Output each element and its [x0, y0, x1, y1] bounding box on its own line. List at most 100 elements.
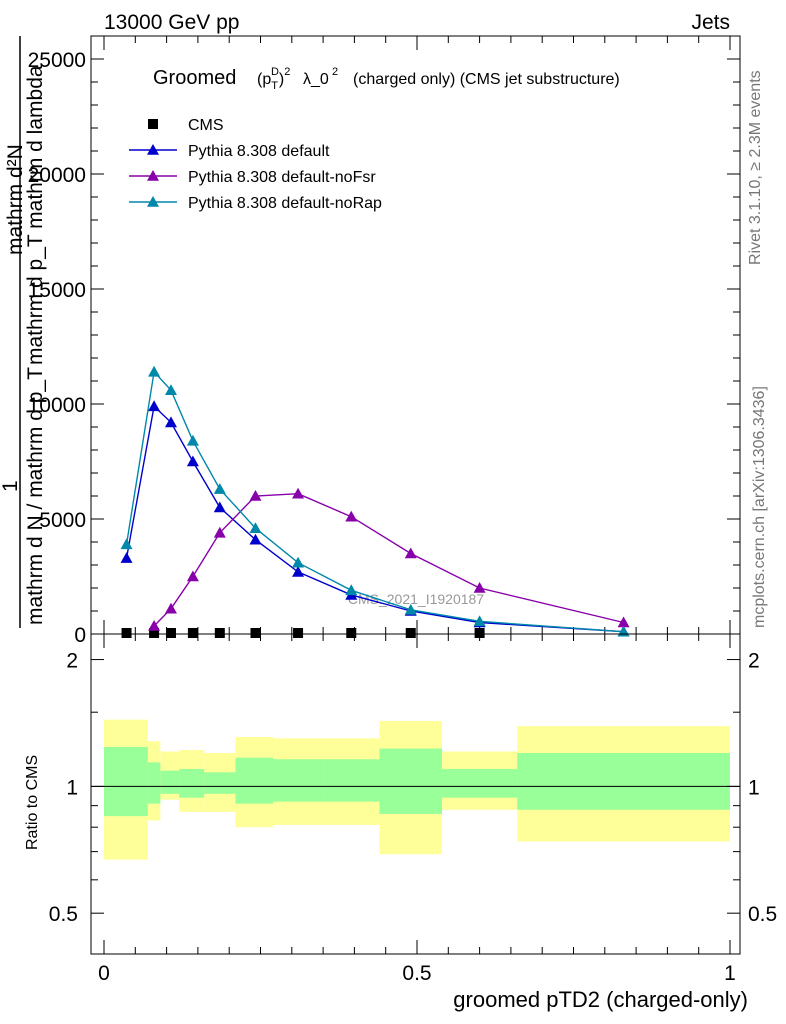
series-point — [617, 616, 630, 628]
data-point — [346, 628, 357, 638]
legend-label: Pythia 8.308 default-noRap — [188, 195, 382, 212]
ratio-band-inner-bin — [323, 759, 380, 802]
ratio-plot-frame — [90, 633, 741, 955]
series-layer — [120, 365, 630, 638]
ratio-band-inner-bin — [442, 768, 518, 798]
data-point — [121, 628, 132, 638]
ylabel-prefix-num: 1 — [0, 480, 22, 492]
data-point — [293, 628, 304, 638]
series-point — [473, 582, 486, 593]
series-point — [148, 619, 161, 631]
header-energy: 13000 GeV pp — [104, 11, 239, 34]
ratio-y-tick-label-right: 1 — [748, 776, 760, 799]
ratio-x-ticks: 0 0.5 1 — [98, 634, 736, 985]
ratio-y-tick-label-left: 0.5 — [49, 903, 78, 926]
top-y-axis-label: mathrm d N / mathrm d p_T 1 mathrm d²N m… — [0, 36, 47, 628]
y-tick-label: 15000 — [28, 279, 86, 302]
series-point — [164, 416, 177, 428]
ratio-band-inner-bin — [273, 759, 324, 802]
series-point — [120, 538, 133, 550]
series-point — [345, 510, 358, 522]
series-1 — [120, 400, 630, 637]
series-point — [249, 522, 262, 533]
series-point — [292, 556, 305, 568]
series-point — [164, 384, 177, 395]
ratio-band-inner-bin — [160, 770, 180, 794]
ratio-bands — [104, 719, 730, 860]
series-point — [292, 565, 305, 577]
series-point — [213, 526, 226, 538]
ratio-band-inner-bin — [235, 757, 274, 804]
ratio-y-tick-label-right: 0.5 — [748, 903, 777, 926]
series-point — [164, 602, 177, 614]
legend-marker — [148, 119, 158, 129]
legend-label: Pythia 8.308 default — [188, 143, 330, 160]
data-point — [187, 628, 198, 638]
main-y-ticks: 0 5000 10000 15000 20000 25000 — [28, 35, 740, 647]
title-lambda-exponent: 2 — [332, 66, 338, 78]
legend-marker — [147, 196, 159, 207]
x-tick-label: 0 — [98, 962, 110, 985]
data-point — [250, 628, 261, 638]
x-tick-label: 0.5 — [402, 962, 431, 985]
x-tick-label: 1 — [724, 962, 736, 985]
ratio-band-inner-bin — [517, 753, 730, 810]
legend-marker — [147, 170, 159, 181]
ratio-band-inner-bin — [204, 772, 236, 794]
ratio-y-ticks: 0.5 0.5 1 1 2 2 — [49, 650, 777, 927]
legend-item: Pythia 8.308 default-noRap — [129, 195, 382, 212]
series-point — [345, 584, 358, 596]
legend-label: CMS — [188, 117, 224, 134]
ratio-band-inner-bin — [379, 748, 443, 814]
data-point — [474, 628, 485, 638]
plot-title: Groomed (pTD)2 λ_0 2 (charged only) (CMS… — [153, 66, 620, 92]
series-point — [186, 434, 199, 446]
data-point — [165, 628, 176, 638]
series-point — [249, 490, 262, 501]
y-tick-label: 0 — [74, 624, 86, 647]
legend-label: Pythia 8.308 default-noFsr — [188, 169, 376, 186]
y-tick-label: 25000 — [28, 49, 86, 72]
legend-item: Pythia 8.308 default-noFsr — [129, 169, 376, 186]
ylabel-denominator: mathrm d p_T mathrm d lambda — [24, 65, 47, 365]
series-point — [404, 603, 417, 615]
legend-item: Pythia 8.308 default — [129, 143, 330, 160]
series-point — [404, 547, 417, 559]
mcplots-label: mcplots.cern.ch [arXiv:1306.3436] — [751, 386, 768, 628]
ratio-band-inner-bin — [147, 762, 161, 804]
series-point — [148, 365, 161, 377]
ylabel-prefix-den: mathrm d N / mathrm d p_T — [24, 367, 47, 625]
series-point — [213, 483, 226, 494]
series-point — [213, 501, 226, 513]
ylabel-numerator: mathrm d²N — [4, 144, 27, 255]
series-point — [186, 455, 199, 467]
ratio-band-inner-bin — [104, 747, 148, 817]
header-process: Jets — [691, 11, 730, 34]
legend-marker — [147, 144, 159, 155]
series-2 — [148, 487, 630, 631]
series-line — [153, 492, 624, 627]
series-point — [120, 552, 133, 563]
series-point — [148, 400, 161, 412]
ratio-y-tick-label-left: 1 — [66, 776, 78, 799]
series-0 — [121, 628, 485, 638]
title-lambda: λ_0 — [303, 71, 329, 88]
series-point — [292, 487, 305, 499]
data-point — [214, 628, 225, 638]
y-tick-label: 10000 — [28, 394, 86, 417]
ratio-band-inner-bin — [179, 768, 205, 798]
title-tail: (charged only) (CMS jet substructure) — [353, 71, 620, 88]
ratio-y-tick-label-left: 2 — [66, 650, 78, 673]
data-point — [405, 628, 416, 638]
data-point — [149, 628, 160, 638]
x-axis-label: groomed pTD2 (charged-only) — [453, 987, 748, 1012]
legend-item: CMS — [148, 117, 224, 134]
ratio-y-axis-label: Ratio to CMS — [24, 755, 41, 850]
title-pt-symbol: (pTD)2 — [257, 66, 290, 92]
series-point — [186, 570, 199, 582]
ratio-y-tick-label-right: 2 — [748, 650, 760, 673]
series-point — [473, 615, 486, 627]
y-tick-label: 5000 — [39, 509, 86, 532]
title-main: Groomed — [153, 67, 236, 89]
